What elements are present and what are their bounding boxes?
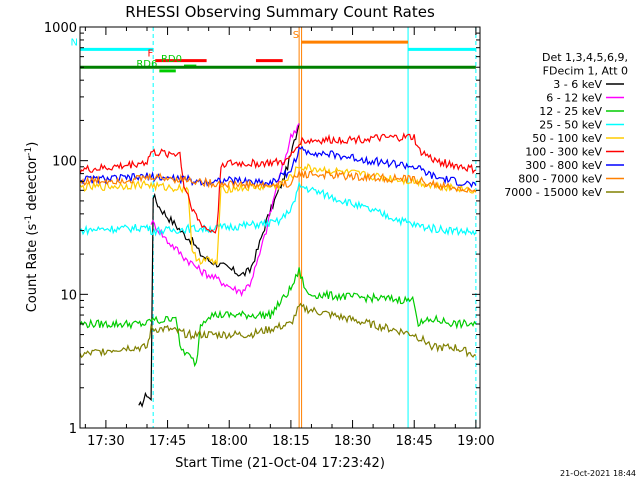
chart-title: RHESSI Observing Summary Count Rates	[125, 3, 435, 21]
y-tick-label-0: 1	[69, 422, 77, 437]
x-tick-label-3: 18:15	[272, 434, 309, 449]
plot-frame	[79, 26, 481, 429]
x-tick-label-2: 18:00	[210, 434, 247, 449]
annotation-label-3: RD6	[136, 59, 157, 70]
legend-header-0: Det 1,3,4,5,6,9,	[542, 51, 628, 64]
y-axis-sup-2: -1	[24, 147, 34, 156]
annotation-label-5: S	[293, 30, 299, 41]
axis-layer: 1 10 100 1000 17:30 17:45 18:00 18:15 18:30 18:45…	[44, 21, 495, 449]
y-axis-title: Count Rate (s-1 detector-1)	[24, 142, 40, 313]
x-tick-label-1: 17:45	[149, 434, 186, 449]
plot-area	[79, 27, 477, 428]
legend-label-4: 50 - 100 keV	[532, 132, 602, 145]
x-tick-label-4: 18:30	[334, 434, 371, 449]
x-tick-label-6: 19:00	[457, 434, 494, 449]
x-tick-label-5: 18:45	[395, 434, 432, 449]
annotation-label-0: N	[71, 37, 78, 48]
series-line-8	[79, 302, 477, 359]
legend-label-5: 100 - 300 keV	[525, 146, 602, 159]
legend-label-6: 300 - 800 keV	[525, 159, 602, 172]
series-line-2	[79, 267, 477, 368]
y-axis-mid: detector	[25, 155, 40, 215]
x-axis-title: Start Time (21-Oct-04 17:23:42)	[175, 456, 385, 471]
y-tick-label-1: 10	[60, 288, 77, 303]
legend-label-2: 12 - 25 keV	[539, 105, 602, 118]
legend-label-7: 800 - 7000 keV	[518, 173, 602, 186]
legend: Det 1,3,4,5,6,9,FDecim 1, Att 03 - 6 keV…	[504, 51, 628, 199]
y-axis-suffix: )	[25, 142, 40, 147]
y-tick-label-3: 1000	[44, 21, 77, 36]
legend-label-3: 25 - 50 keV	[539, 119, 602, 132]
annotation-layer: N F RD0 RD6 S	[71, 30, 476, 73]
annotation-label-2: RD0	[161, 54, 182, 65]
y-tick-label-2: 100	[52, 155, 77, 170]
legend-label-0: 3 - 6 keV	[553, 78, 602, 91]
series-line-3	[79, 181, 477, 237]
legend-header-1: FDecim 1, Att 0	[543, 65, 628, 78]
series-line-4	[79, 163, 477, 266]
series-line-0	[138, 123, 300, 408]
timestamp: 21-Oct-2021 18:44	[560, 469, 636, 478]
legend-label-8: 7000 - 15000 keV	[504, 186, 602, 199]
series-line-5	[79, 132, 477, 234]
series-line-7	[79, 169, 477, 193]
y-axis-sup-1: -1	[24, 215, 34, 224]
series-line-6	[79, 145, 477, 189]
series-line-1	[150, 123, 300, 298]
legend-label-1: 6 - 12 keV	[546, 92, 602, 105]
annotation-label-1: F	[147, 49, 153, 60]
x-tick-label-0: 17:30	[87, 434, 124, 449]
